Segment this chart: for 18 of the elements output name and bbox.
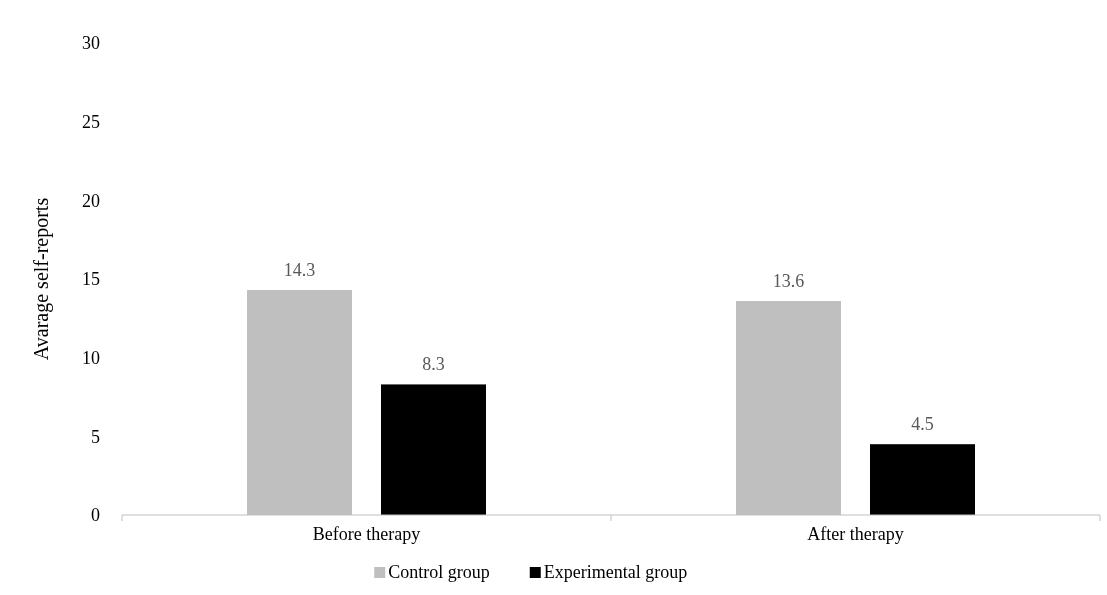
x-tick-label: Before therapy: [312, 524, 421, 544]
bar: [381, 384, 486, 515]
legend-label: Control group: [388, 562, 490, 582]
y-tick-label: 0: [91, 505, 100, 526]
y-tick-label: 30: [82, 33, 100, 54]
y-tick-label: 15: [82, 269, 100, 290]
data-label: 13.6: [772, 271, 805, 292]
y-tick-label: 5: [91, 426, 100, 447]
legend-label: Experimental group: [543, 562, 688, 582]
x-tick-label: After therapy: [807, 524, 904, 544]
data-label: 14.3: [283, 260, 316, 281]
y-axis-title: Avarage self-reports: [30, 197, 53, 361]
data-label: 8.3: [422, 354, 445, 375]
bar: [870, 444, 975, 515]
data-label: 4.5: [911, 414, 934, 435]
y-tick-label: 25: [82, 111, 100, 132]
y-tick-label: 20: [82, 190, 100, 211]
y-tick-label: 10: [82, 347, 100, 368]
